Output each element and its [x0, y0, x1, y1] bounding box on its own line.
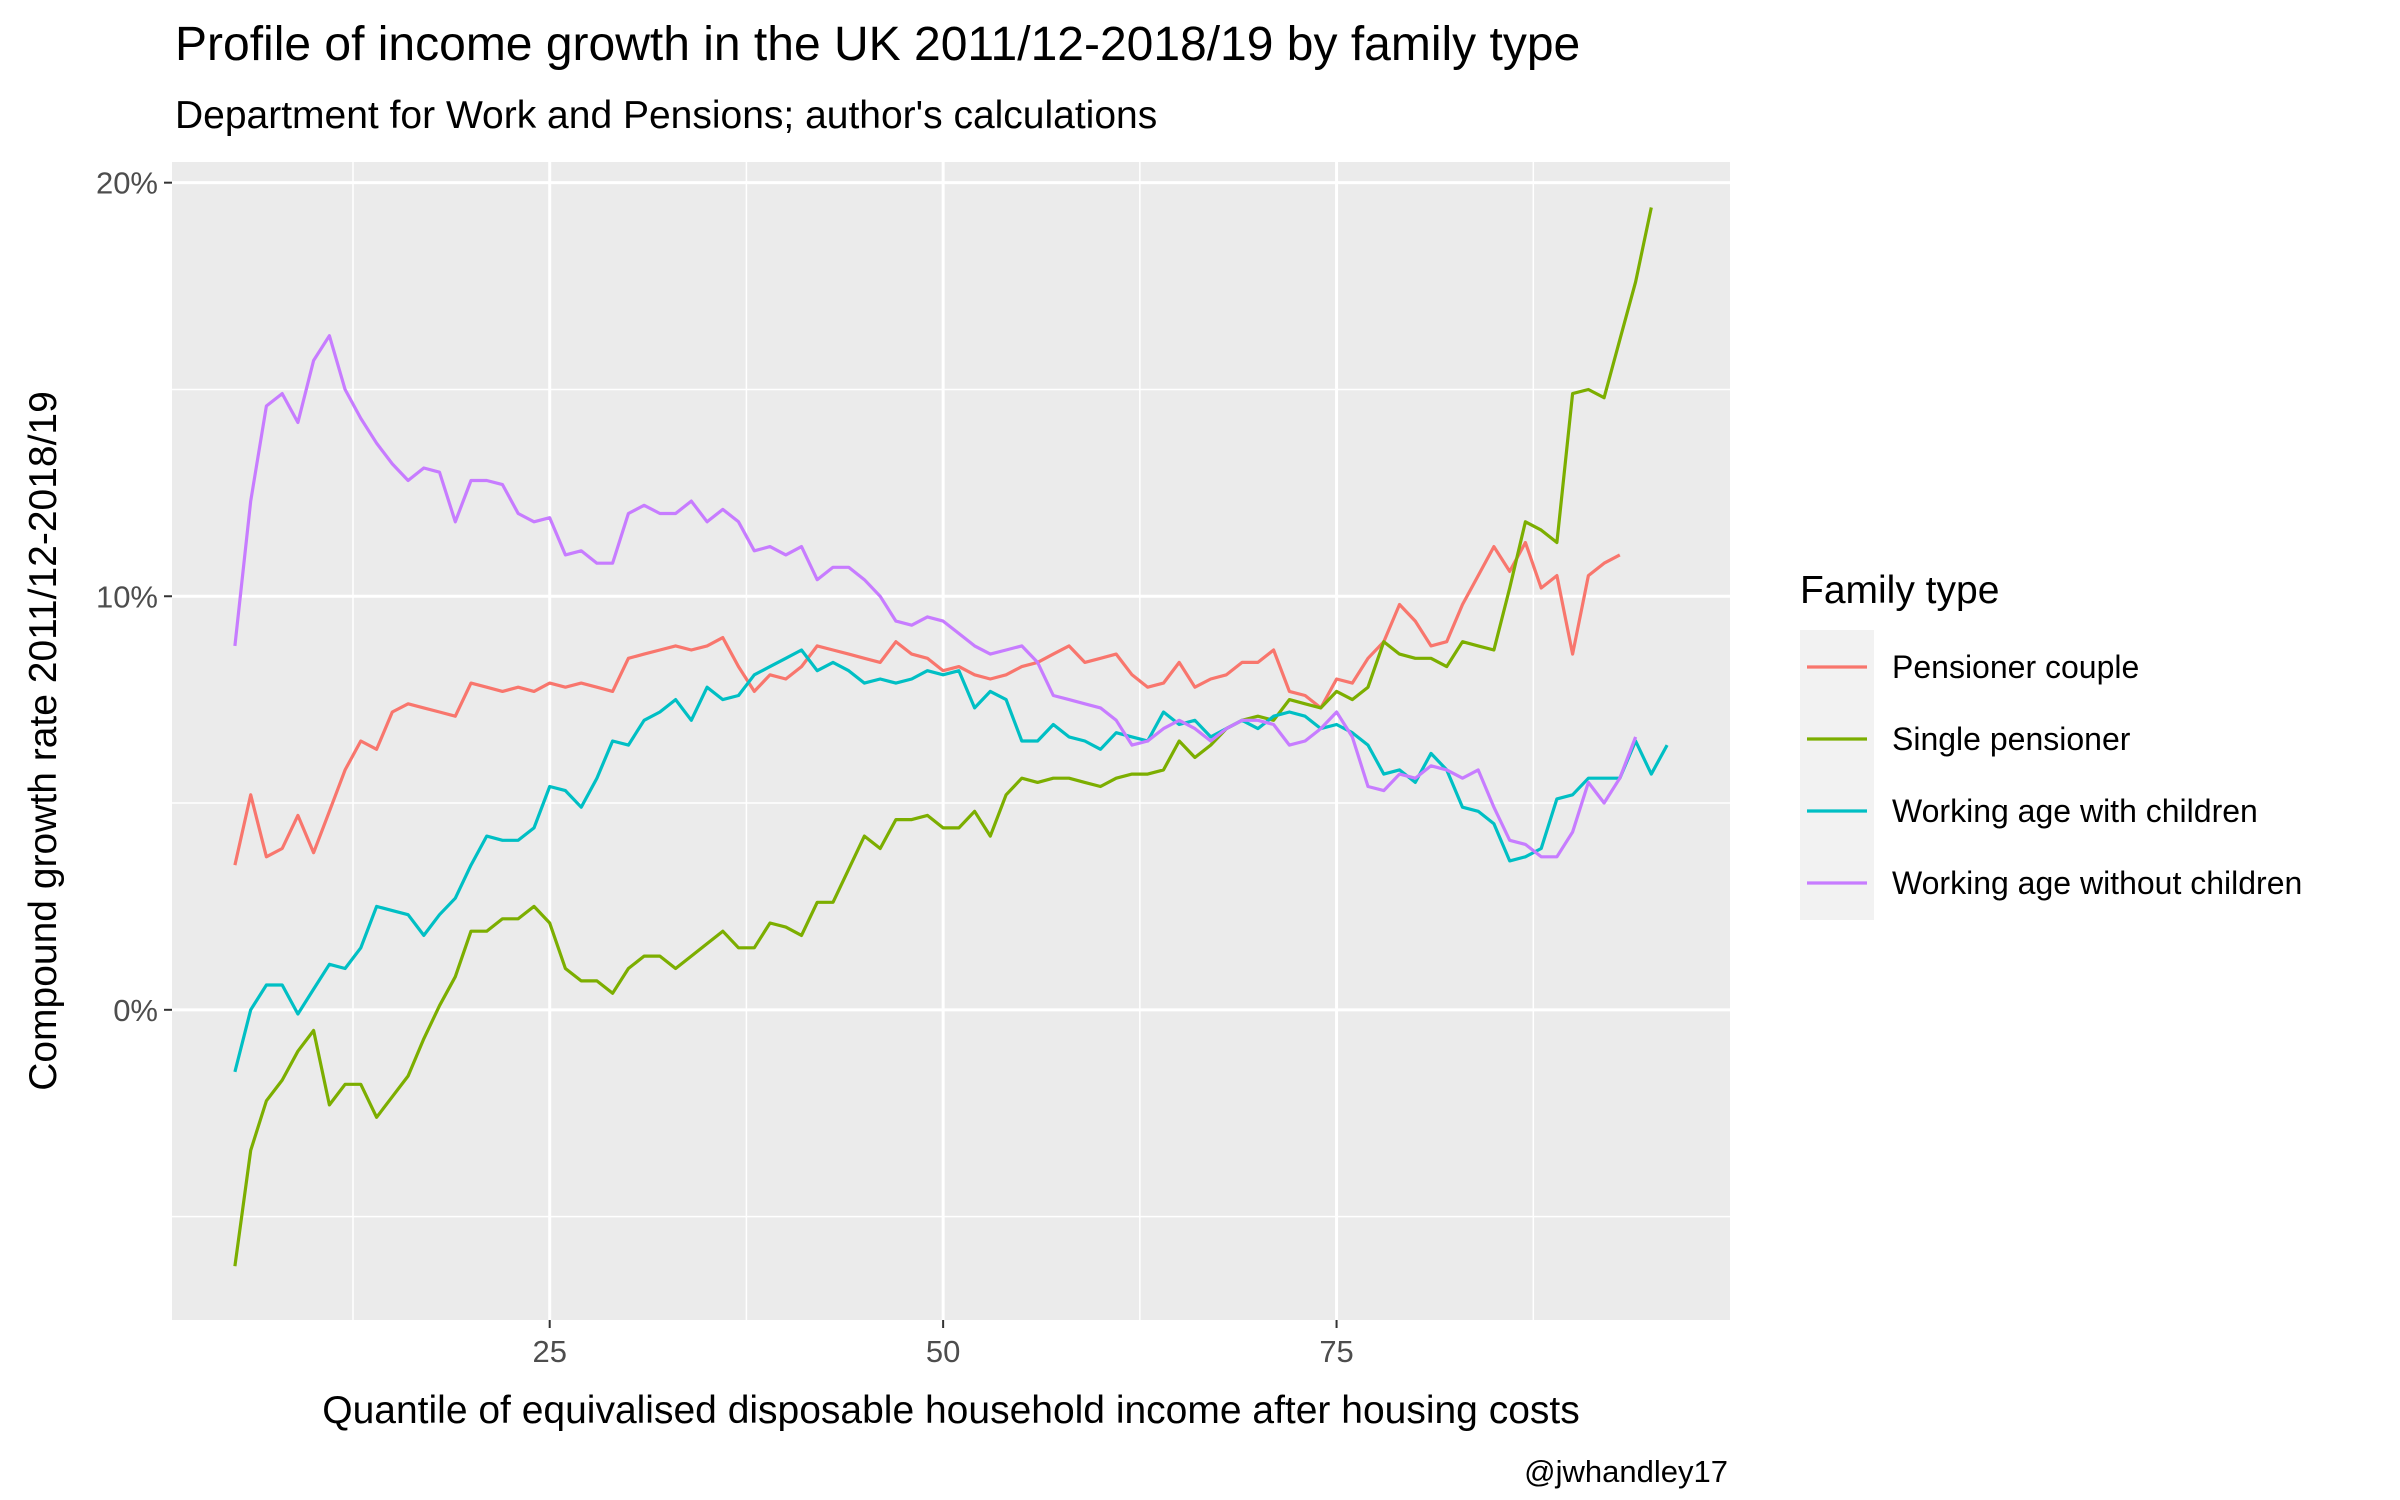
legend: Family type Pensioner couple Single pensi…: [1800, 569, 2302, 920]
y-tick-label: 20%: [96, 166, 158, 201]
series-line-single-pensioner: [233, 207, 1653, 1267]
legend-label-single-pensioner: Single pensioner: [1892, 721, 2131, 757]
x-tick-label: 25: [532, 1334, 566, 1369]
y-axis-title: Compound growth rate 2011/12-2018/19: [22, 391, 65, 1091]
chart-title: Profile of income growth in the UK 2011/…: [175, 18, 1580, 71]
grid-minor: [172, 162, 1730, 1320]
legend-key-background: [1800, 630, 1874, 920]
series-line-working-age-with-children: [233, 648, 1669, 1073]
legend-label-pensioner-couple: Pensioner couple: [1892, 649, 2139, 685]
legend-title: Family type: [1800, 569, 1999, 612]
series-line-pensioner-couple: [233, 540, 1621, 866]
y-tick-label: 10%: [96, 579, 158, 614]
x-tick-label: 75: [1319, 1334, 1353, 1369]
series-line-working-age-without-children: [233, 334, 1638, 859]
legend-label-working-age-with-children: Working age with children: [1892, 793, 2258, 829]
grid-major: [172, 162, 1730, 1320]
x-axis: 25 50 75: [532, 1320, 1354, 1369]
chart-subtitle: Department for Work and Pensions; author…: [175, 94, 1157, 137]
legend-label-working-age-without-children: Working age without children: [1892, 865, 2302, 901]
x-axis-title: Quantile of equivalised disposable house…: [322, 1389, 1579, 1432]
x-tick-label: 50: [926, 1334, 960, 1369]
plot-panel: [172, 162, 1730, 1320]
caption: @jwhandley17: [1524, 1454, 1728, 1489]
y-tick-label: 0%: [113, 993, 158, 1028]
legend-items: Pensioner couple Single pensioner Working …: [1807, 649, 2302, 901]
y-axis: 0% 10% 20%: [96, 166, 172, 1028]
series-lines: [233, 207, 1669, 1267]
